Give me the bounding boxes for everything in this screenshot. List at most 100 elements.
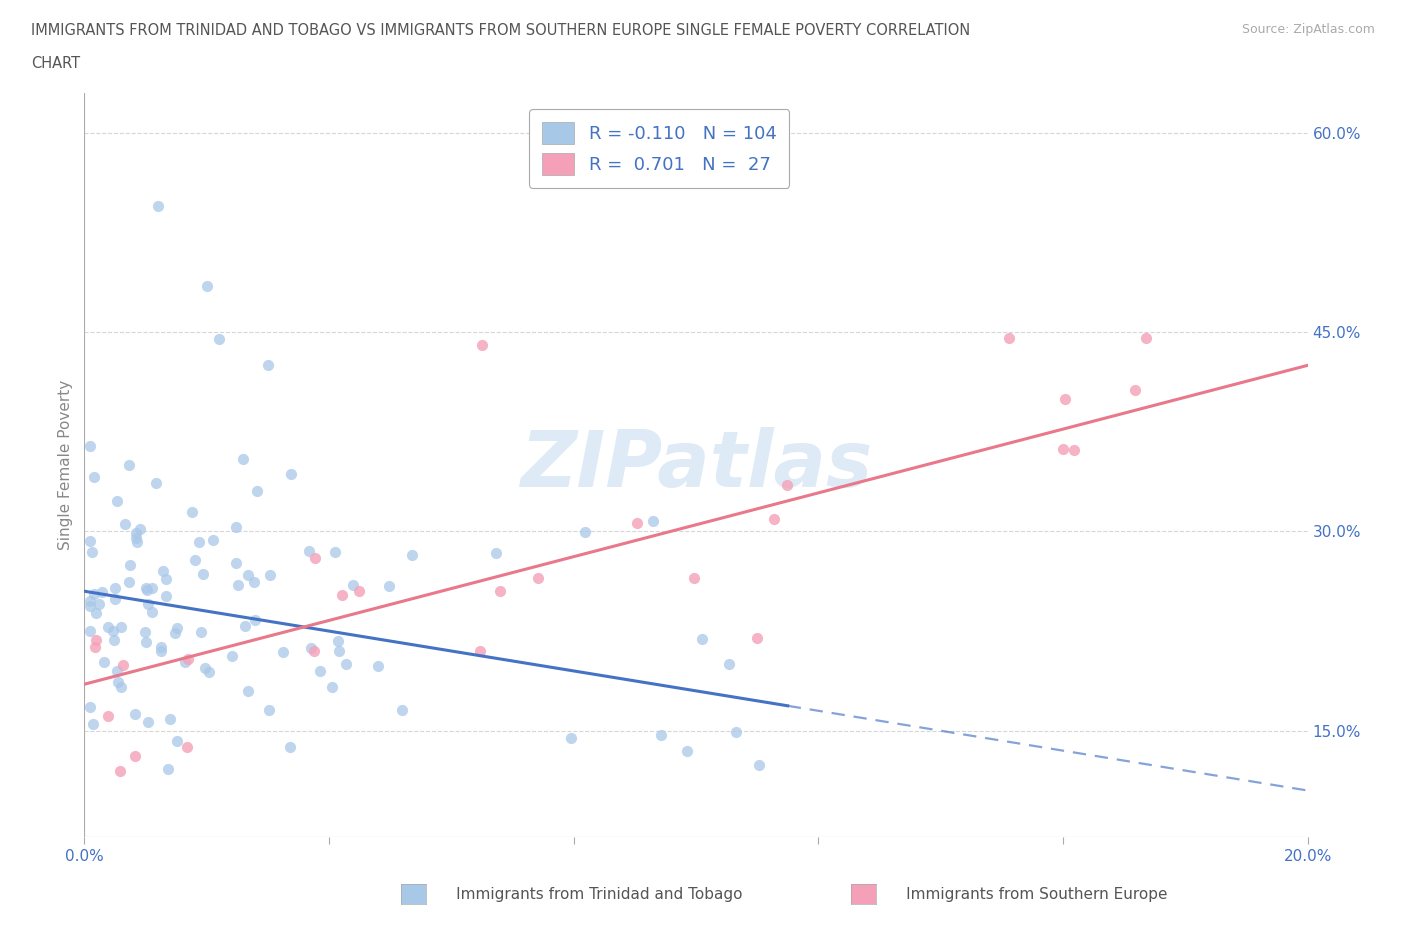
Point (125, 534, 148, 549)
Point (114, 516, 136, 531)
Point (163, 625, 186, 640)
Point (110, 619, 132, 634)
Point (259, 567, 281, 582)
Point (676, 743, 699, 758)
Point (401, 548, 423, 563)
Point (298, 544, 321, 559)
Point (79, 438, 101, 453)
Point (107, 664, 129, 679)
Point (118, 458, 141, 472)
Text: ZIPatlas: ZIPatlas (520, 427, 872, 503)
Point (124, 748, 146, 763)
Point (335, 657, 357, 671)
Point (302, 644, 325, 658)
Point (626, 515, 648, 530)
Point (149, 639, 172, 654)
Point (1052, 442, 1074, 457)
Point (177, 651, 200, 666)
Point (97, 708, 120, 723)
Point (278, 740, 301, 755)
Point (93, 655, 115, 670)
Text: CHART: CHART (31, 56, 80, 71)
Point (1123, 382, 1146, 397)
Point (155, 589, 177, 604)
Point (321, 680, 343, 695)
Point (221, 648, 243, 663)
Point (690, 631, 713, 646)
Point (747, 631, 769, 645)
Point (309, 664, 332, 679)
Point (135, 635, 157, 650)
Point (79, 599, 101, 614)
Point (166, 621, 188, 636)
Point (195, 278, 218, 293)
Point (135, 580, 157, 595)
Point (574, 525, 596, 539)
Point (280, 466, 302, 481)
Point (198, 664, 221, 679)
Point (134, 624, 156, 639)
Point (124, 707, 146, 722)
Point (146, 198, 169, 213)
Point (245, 613, 267, 628)
Point (79, 623, 101, 638)
Point (717, 657, 740, 671)
Point (257, 702, 280, 717)
Point (101, 624, 124, 639)
Point (235, 618, 257, 633)
Point (330, 588, 353, 603)
Point (299, 641, 322, 656)
Point (138, 597, 160, 612)
Text: Immigrants from Southern Europe: Immigrants from Southern Europe (872, 887, 1167, 902)
Point (120, 558, 142, 573)
Point (1063, 442, 1085, 457)
Legend: R = -0.110   N = 104, R =  0.701   N =  27: R = -0.110 N = 104, R = 0.701 N = 27 (529, 110, 789, 188)
Point (83, 470, 105, 485)
Point (96, 619, 118, 634)
Point (105, 494, 128, 509)
Point (304, 551, 326, 565)
Point (125, 530, 148, 545)
Point (643, 514, 665, 529)
Point (176, 739, 198, 754)
Point (141, 581, 163, 596)
Point (471, 338, 494, 352)
Point (181, 505, 204, 520)
Point (1135, 330, 1157, 345)
Point (183, 552, 205, 567)
Point (526, 571, 548, 586)
Point (108, 764, 131, 778)
Point (998, 331, 1021, 346)
Point (377, 578, 399, 593)
Text: IMMIGRANTS FROM TRINIDAD AND TOBAGO VS IMMIGRANTS FROM SOUTHERN EUROPE SINGLE FE: IMMIGRANTS FROM TRINIDAD AND TOBAGO VS I… (31, 23, 970, 38)
Point (84, 640, 107, 655)
Point (226, 578, 249, 592)
Point (187, 535, 209, 550)
Point (485, 546, 508, 561)
Point (190, 625, 212, 640)
Point (79, 699, 101, 714)
Point (84, 632, 107, 647)
Y-axis label: Single Female Poverty: Single Female Poverty (58, 379, 73, 551)
Point (257, 358, 280, 373)
Point (246, 484, 269, 498)
Point (762, 512, 785, 526)
Point (191, 566, 214, 581)
Point (83, 587, 105, 602)
Point (225, 519, 247, 534)
Point (342, 578, 364, 592)
Point (232, 451, 254, 466)
Point (748, 757, 770, 772)
Text: Source: ZipAtlas.com: Source: ZipAtlas.com (1241, 23, 1375, 36)
Point (271, 644, 294, 659)
Point (166, 734, 188, 749)
Point (225, 556, 247, 571)
Point (125, 525, 148, 540)
Point (110, 679, 132, 694)
Point (107, 674, 129, 689)
Point (367, 658, 389, 673)
Point (103, 633, 125, 648)
Point (112, 658, 135, 672)
Point (349, 583, 371, 598)
Point (156, 762, 179, 777)
